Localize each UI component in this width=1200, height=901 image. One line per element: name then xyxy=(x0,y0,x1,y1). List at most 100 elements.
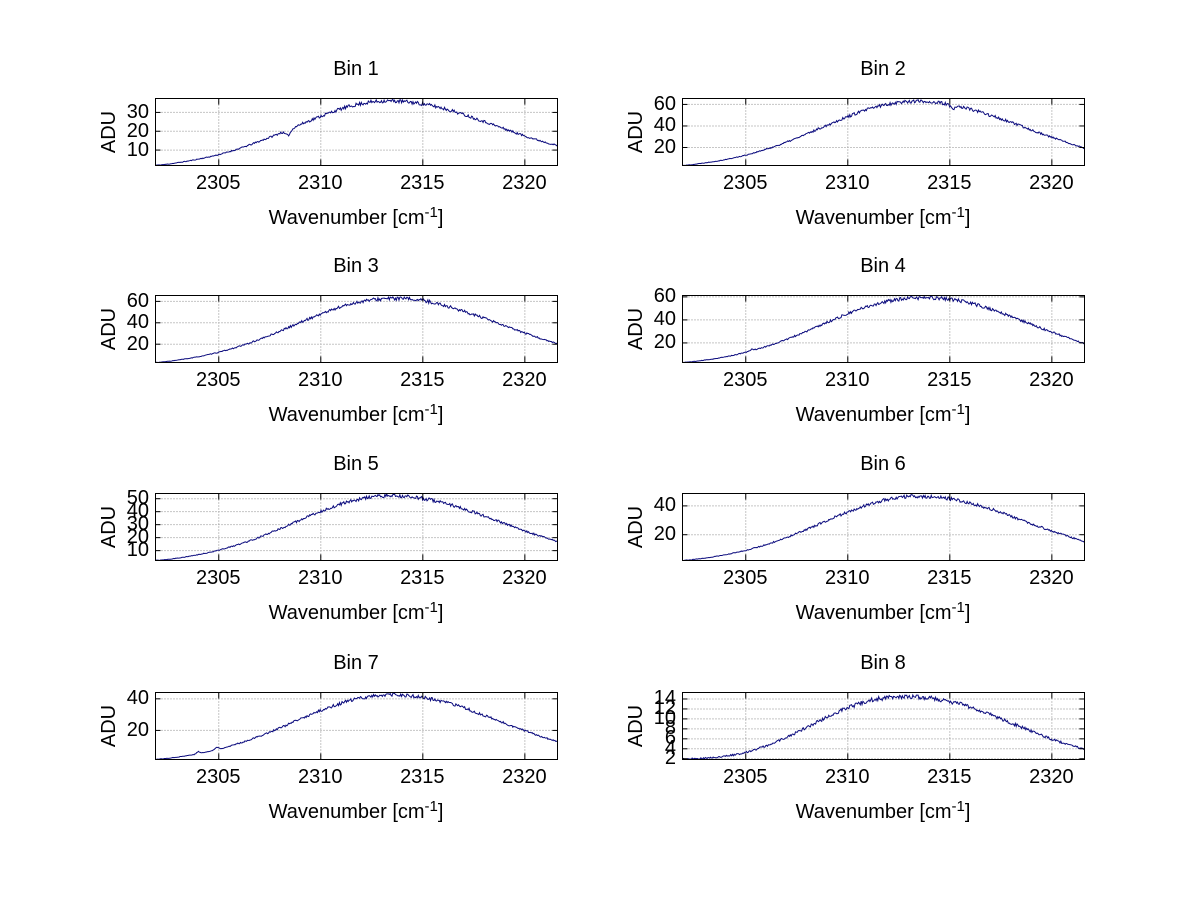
x-axis-label-close: ] xyxy=(964,207,971,229)
x-axis-label-text: Wavenumber [cm xyxy=(795,602,952,624)
x-tick-label: 2305 xyxy=(723,567,768,589)
spectrum-curve xyxy=(682,693,1085,760)
subplot-title: Bin 3 xyxy=(333,255,379,277)
y-tick-label: 10 xyxy=(126,539,149,562)
y-tick-label: 20 xyxy=(126,119,149,142)
x-tick-label: 2320 xyxy=(1029,172,1074,194)
subplot-title: Bin 8 xyxy=(860,652,906,674)
x-tick-label: 2305 xyxy=(196,172,241,194)
x-axis-label-close: ] xyxy=(437,801,444,823)
y-tick-label: 14 xyxy=(653,687,676,710)
x-axis-label-text: Wavenumber [cm xyxy=(795,404,952,426)
y-axis-label: ADU xyxy=(625,505,647,548)
y-tick-label: 4 xyxy=(664,737,676,760)
x-axis-label-text: Wavenumber [cm xyxy=(268,207,425,229)
x-tick-label: 2310 xyxy=(825,567,870,589)
plot-area-bin-7 xyxy=(155,692,558,760)
x-tick-label: 2310 xyxy=(825,172,870,194)
x-tick-label: 2305 xyxy=(196,766,241,788)
axes-box xyxy=(682,295,1085,363)
y-axis-label: ADU xyxy=(625,307,647,350)
x-axis-label-text: Wavenumber [cm xyxy=(268,801,425,823)
axes-box xyxy=(682,692,1085,760)
x-axis-label-close: ] xyxy=(437,207,444,229)
x-tick-label: 2315 xyxy=(400,567,445,589)
x-axis-label-close: ] xyxy=(437,404,444,426)
x-axis-label-close: ] xyxy=(437,602,444,624)
subplot-title: Bin 5 xyxy=(333,453,379,475)
axes-box xyxy=(155,98,558,166)
y-tick-label: 40 xyxy=(126,500,149,523)
x-axis-label-superscript: -1 xyxy=(424,204,438,221)
x-axis-label-text: Wavenumber [cm xyxy=(795,801,952,823)
y-tick-label: 40 xyxy=(653,494,676,517)
x-tick-label: 2320 xyxy=(502,766,547,788)
spectrum-curve xyxy=(155,493,558,561)
x-axis-label-superscript: -1 xyxy=(951,798,965,815)
x-tick-label: 2315 xyxy=(927,567,972,589)
x-tick-label: 2315 xyxy=(400,766,445,788)
x-tick-label: 2320 xyxy=(502,567,547,589)
axes-box xyxy=(682,493,1085,561)
x-tick-label: 2320 xyxy=(1029,369,1074,391)
x-tick-label: 2320 xyxy=(502,172,547,194)
y-tick-label: 8 xyxy=(664,717,676,740)
x-axis-label-text: Wavenumber [cm xyxy=(795,207,952,229)
x-axis-label-superscript: -1 xyxy=(951,599,965,616)
y-tick-label: 12 xyxy=(653,697,676,720)
spectrum-curve xyxy=(682,295,1085,363)
spectrum-curve xyxy=(155,295,558,363)
y-tick-label: 40 xyxy=(653,308,676,331)
axes-box xyxy=(155,493,558,561)
x-tick-label: 2315 xyxy=(927,369,972,391)
y-tick-label: 50 xyxy=(126,487,149,510)
x-tick-label: 2305 xyxy=(723,766,768,788)
plot-area-bin-5 xyxy=(155,493,558,561)
subplot-title: Bin 1 xyxy=(333,58,379,80)
plot-area-bin-8 xyxy=(682,692,1085,760)
x-axis-label-close: ] xyxy=(964,801,971,823)
plot-area-bin-4 xyxy=(682,295,1085,363)
x-tick-label: 2310 xyxy=(298,369,343,391)
x-tick-label: 2320 xyxy=(1029,567,1074,589)
subplot-title: Bin 4 xyxy=(860,255,906,277)
x-tick-label: 2320 xyxy=(502,369,547,391)
x-axis-label: Wavenumber [cm-1] xyxy=(682,204,1084,230)
x-tick-label: 2310 xyxy=(825,369,870,391)
spectrum-curve xyxy=(682,98,1085,166)
y-tick-label: 30 xyxy=(126,513,149,536)
y-axis-label: ADU xyxy=(98,505,120,548)
y-axis-label: ADU xyxy=(625,110,647,153)
y-tick-label: 6 xyxy=(664,727,676,750)
plot-area-bin-2 xyxy=(682,98,1085,166)
y-tick-label: 60 xyxy=(126,289,149,312)
x-tick-label: 2305 xyxy=(196,369,241,391)
x-tick-label: 2305 xyxy=(723,172,768,194)
spectrum-curve xyxy=(682,493,1085,561)
spectrum-curve xyxy=(155,98,558,166)
y-tick-label: 10 xyxy=(126,138,149,161)
x-axis-label-text: Wavenumber [cm xyxy=(268,404,425,426)
y-axis-label: ADU xyxy=(625,704,647,747)
plot-area-bin-3 xyxy=(155,295,558,363)
x-tick-label: 2315 xyxy=(400,369,445,391)
x-tick-label: 2315 xyxy=(927,172,972,194)
x-axis-label-text: Wavenumber [cm xyxy=(268,602,425,624)
x-axis-label-superscript: -1 xyxy=(951,401,965,418)
subplot-title: Bin 7 xyxy=(333,652,379,674)
y-axis-label: ADU xyxy=(98,704,120,747)
x-axis-label-superscript: -1 xyxy=(424,798,438,815)
x-tick-label: 2305 xyxy=(196,567,241,589)
y-tick-label: 60 xyxy=(653,285,676,308)
x-axis-label-superscript: -1 xyxy=(424,401,438,418)
y-axis-label: ADU xyxy=(98,307,120,350)
subplot-title: Bin 2 xyxy=(860,58,906,80)
x-tick-label: 2310 xyxy=(298,567,343,589)
x-axis-label-close: ] xyxy=(964,404,971,426)
x-axis-label-close: ] xyxy=(964,602,971,624)
y-tick-label: 20 xyxy=(126,332,149,355)
x-tick-label: 2310 xyxy=(825,766,870,788)
y-tick-label: 20 xyxy=(653,331,676,354)
y-tick-label: 20 xyxy=(126,526,149,549)
